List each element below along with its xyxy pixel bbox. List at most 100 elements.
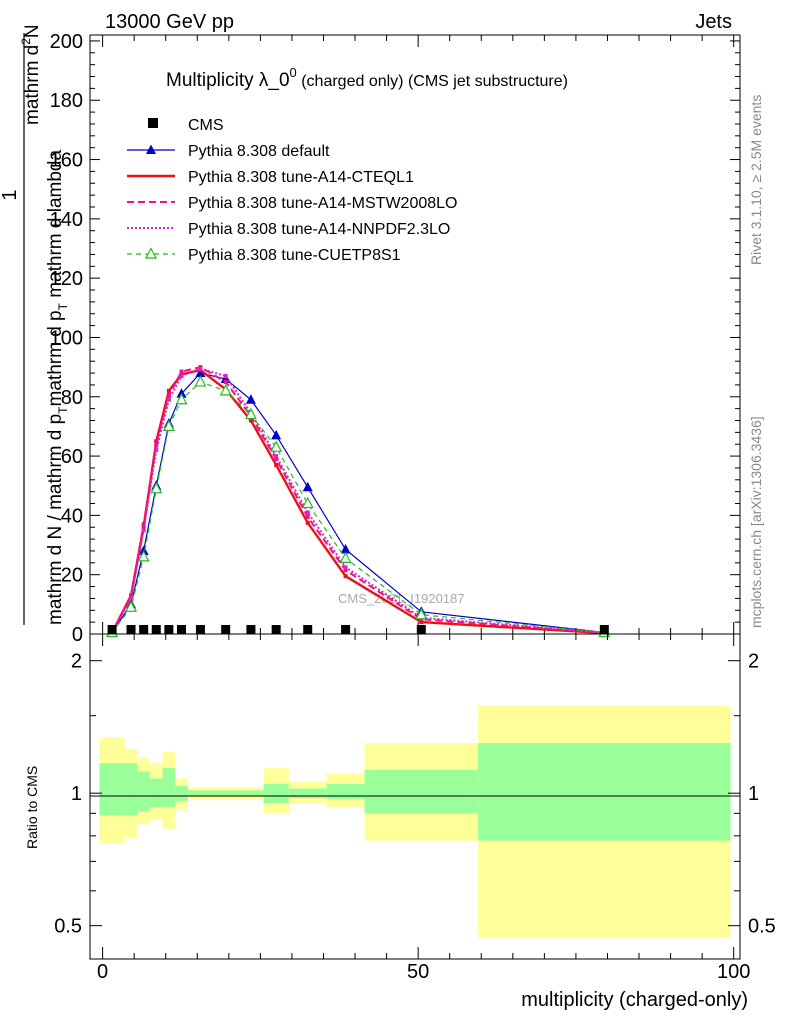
ratio-band-inner <box>364 769 479 814</box>
x-tick-label: 100 <box>717 961 750 983</box>
ratio-y-tick-label: 0.5 <box>54 916 82 938</box>
legend-label-a14nnpdf: Pythia 8.308 tune-A14-NNPDF2.3LO <box>188 221 450 238</box>
ratio-band-inner <box>124 763 138 816</box>
main-y-tick-label: 200 <box>50 31 83 53</box>
y-axis-label-numerator-sup: 2 <box>19 38 33 45</box>
series-marker-default <box>340 543 351 554</box>
series-marker-cuetp8s1 <box>415 607 428 620</box>
x-axis-label: multiplicity (charged-only) <box>521 989 748 1011</box>
series-marker-a14nnpdf <box>305 510 310 515</box>
main-y-tick-label: 100 <box>50 327 83 349</box>
cms-data-point <box>221 625 231 635</box>
main-y-tick-label: 0 <box>72 624 83 646</box>
ratio-band-inner <box>187 790 264 797</box>
main-plot: 0 20 40 60 80 100 120 140 160 180 200 Multiplicity… <box>50 31 741 646</box>
ratio-band-inner <box>326 783 365 800</box>
main-y-tick-label: 180 <box>50 90 83 112</box>
cms-data-point <box>126 625 136 635</box>
series-marker-a14nnpdf <box>141 528 146 533</box>
series-marker-a14cteq <box>419 620 424 625</box>
series-marker-a14cteq <box>166 388 171 393</box>
plot-title: Multiplicity λ_00 (charged only) (CMS je… <box>166 65 568 91</box>
series-marker-a14nnpdf <box>343 565 348 570</box>
series-marker-default <box>195 367 206 378</box>
ratio-band-inner <box>149 778 163 808</box>
cms-data-point <box>164 625 174 635</box>
legend-label-default: Pythia 8.308 default <box>188 143 330 160</box>
ratio-plot: 0.5 0.5 1 1 2 2 0 50 100 Ratio to CMS multiplic… <box>24 633 776 1011</box>
legend-marker-default <box>146 144 156 154</box>
series-marker-a14nnpdf <box>223 374 228 379</box>
cms-data-point <box>599 625 609 635</box>
series-line-default <box>111 372 605 634</box>
main-y-tick-label: 140 <box>50 209 83 231</box>
main-y-tick-label: 160 <box>50 150 83 172</box>
cms-data-point <box>151 625 161 635</box>
ratio-band-inner <box>99 763 125 816</box>
series-marker-cuetp8s1 <box>301 496 314 509</box>
main-y-tick-label: 20 <box>61 565 83 587</box>
series-marker-a14cteq <box>343 574 348 579</box>
series-marker-cuetp8s1 <box>162 419 175 432</box>
series-line-a14mstw <box>111 366 605 634</box>
ratio-band-inner <box>478 743 731 841</box>
ratio-plot-frame <box>89 633 741 960</box>
series-marker-cuetp8s1 <box>137 550 150 562</box>
y-axis-label-den1: mathrm d N / mathrm d p <box>45 414 66 625</box>
series-marker-a14nnpdf <box>198 366 203 371</box>
main-y-tick-label: 120 <box>50 268 83 290</box>
cms-data-point <box>341 625 351 635</box>
cms-data-point <box>246 625 256 635</box>
plot-title-superscript: 0 <box>290 65 297 80</box>
cms-data-point <box>271 625 281 635</box>
series-marker-cuetp8s1 <box>194 375 207 387</box>
series-marker-cuetp8s1 <box>339 551 352 563</box>
rivet-version-label: Rivet 3.1.10, ≥ 2.5M events <box>748 95 764 265</box>
series-marker-a14mstw <box>141 522 146 527</box>
series-marker-a14cteq <box>305 520 310 525</box>
series-marker-cuetp8s1 <box>175 392 188 405</box>
cms-data-point <box>107 625 117 635</box>
series-marker-a14cteq <box>274 462 279 467</box>
series-marker-a14mstw <box>274 457 279 462</box>
main-y-tick-label: 60 <box>61 446 83 468</box>
series-marker-a14mstw <box>343 568 348 573</box>
ratio-y-tick-label: 2 <box>71 651 82 673</box>
y-axis-label-den3: mathrm d lambda <box>45 150 66 304</box>
series-marker-a14mstw <box>179 369 184 374</box>
cms-data-point <box>416 625 426 635</box>
y-axis-label-den1-sub: T <box>56 406 70 414</box>
series-marker-cuetp8s1 <box>219 384 232 396</box>
ratio-band-inner <box>288 788 327 799</box>
cms-data-point <box>139 625 149 635</box>
header-right: Jets <box>695 11 732 33</box>
ratio-y-tick-label-right: 2 <box>748 651 759 673</box>
cms-data-point <box>195 625 205 635</box>
series-marker-a14nnpdf <box>129 596 134 601</box>
header-left: 13000 GeV pp <box>105 11 234 33</box>
ratio-band-inner <box>137 771 150 812</box>
legend-label-a14mstw: Pythia 8.308 tune-A14-MSTW2008LO <box>188 195 457 212</box>
series-marker-a14nnpdf <box>166 397 171 402</box>
plot-title-rest: (charged only) (CMS jet substructure) <box>297 73 568 90</box>
plot-title-main: Multiplicity λ_0 <box>166 70 290 91</box>
y-axis-label-numerator-main: mathrm d <box>22 45 43 125</box>
analysis-watermark: CMS_2021_I1920187 <box>338 591 465 606</box>
series-marker-cuetp8s1 <box>125 600 138 612</box>
series-marker-default <box>302 481 313 492</box>
x-tick-label: 0 <box>97 961 108 983</box>
series-marker-a14nnpdf <box>179 374 184 379</box>
y-axis-label-denominator: mathrm d N / mathrm d pTmathrm d pT math… <box>45 150 70 625</box>
series-marker-cuetp8s1 <box>150 481 163 494</box>
series-marker-a14mstw <box>154 442 159 447</box>
ratio-band-inner <box>162 768 176 808</box>
ratio-y-axis-label: Ratio to CMS <box>24 766 40 849</box>
y-axis-label-numerator-end: N <box>22 24 43 38</box>
main-y-tick-label: 40 <box>61 505 83 527</box>
series-marker-a14cteq <box>154 439 159 444</box>
series-marker-default <box>271 429 282 440</box>
series-marker-cuetp8s1 <box>270 440 283 452</box>
legend-label-a14cteq: Pythia 8.308 tune-A14-CTEQL1 <box>188 169 414 186</box>
y-axis-label-den2-sub: T <box>56 302 70 310</box>
